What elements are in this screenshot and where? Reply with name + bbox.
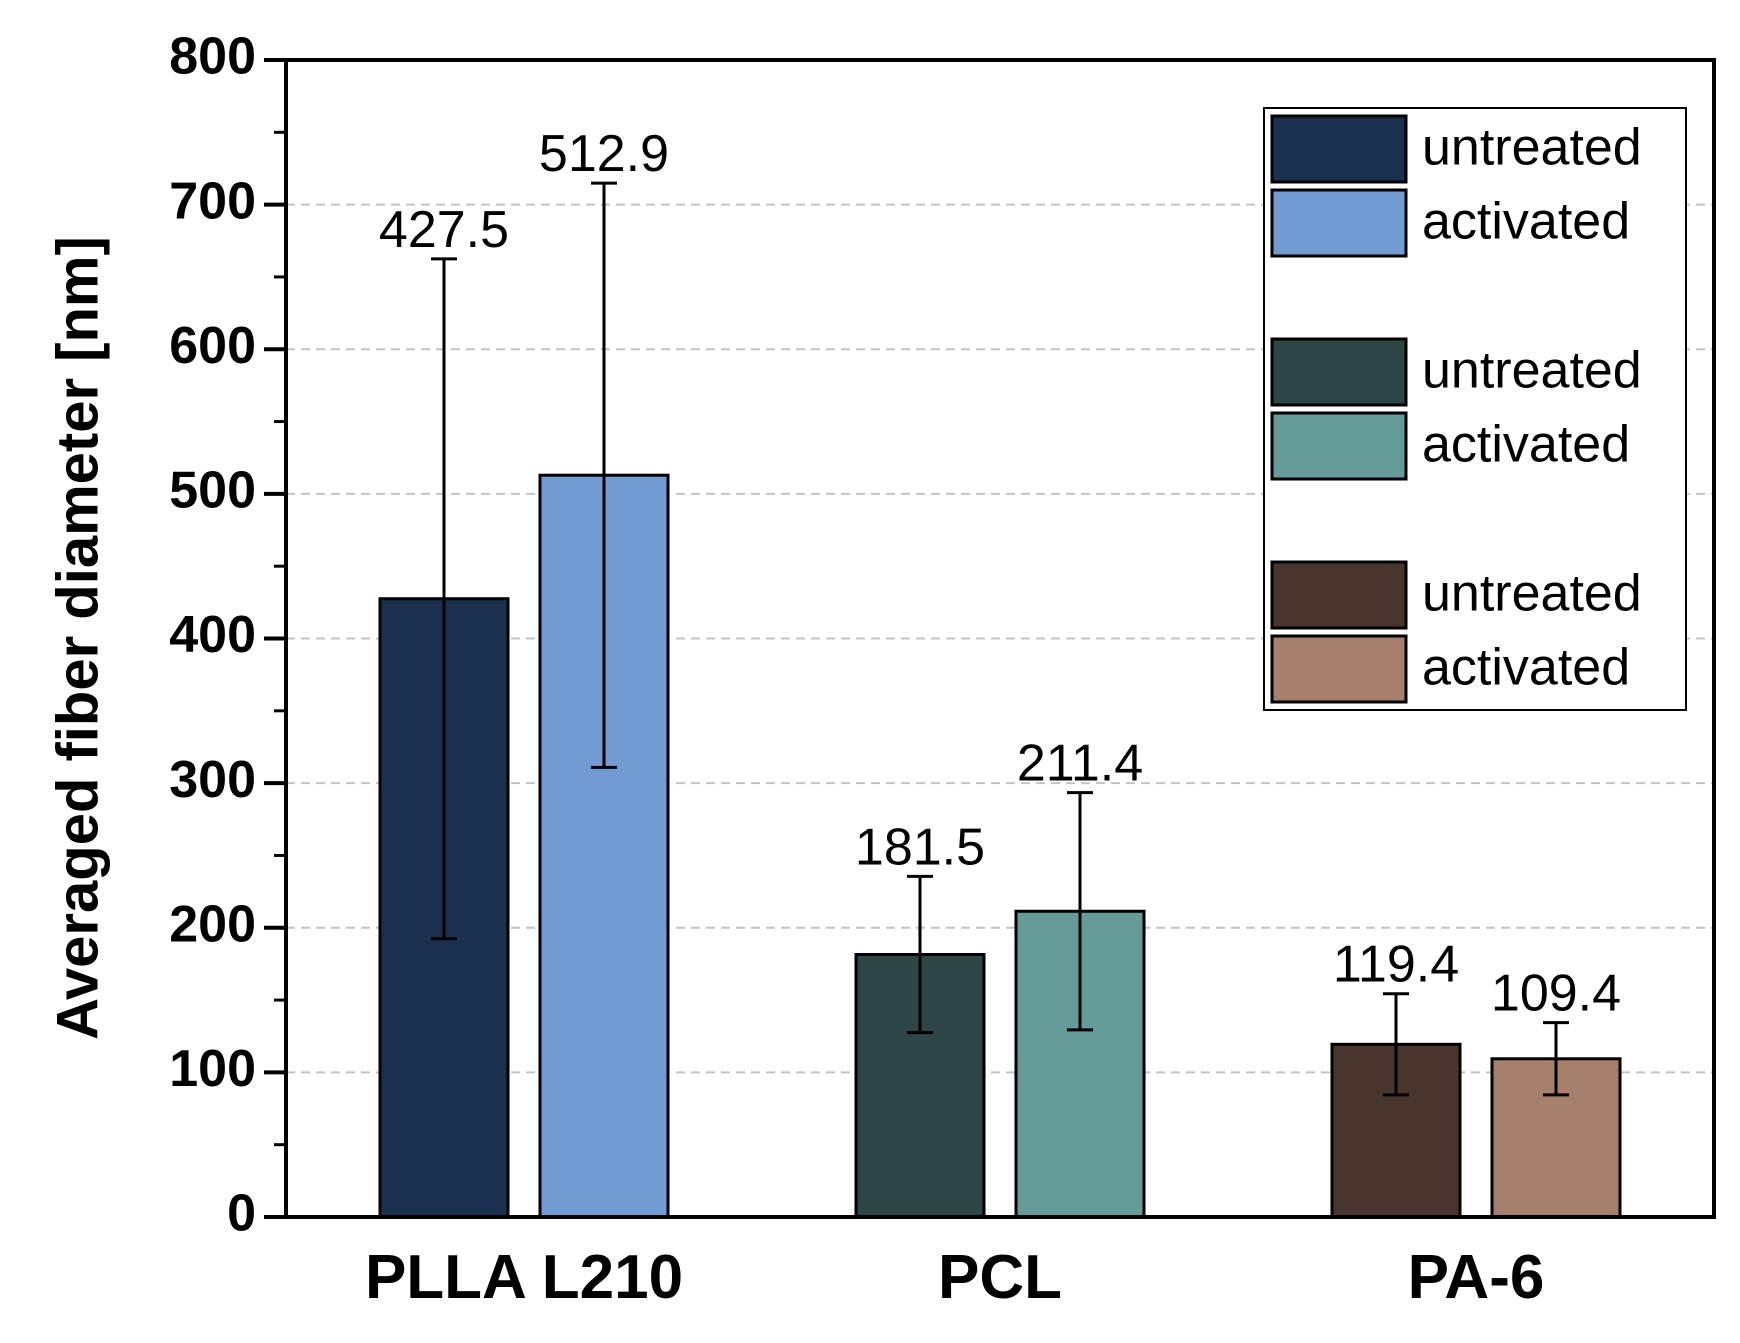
legend-label-3: activated [1422,416,1630,474]
data-label-1-1: 211.4 [1017,735,1143,793]
legend-label-2: untreated [1422,342,1642,400]
y-axis-ticks: 0 100 200 300 400 500 600 700 800 [169,28,286,1243]
error-bars [431,181,1569,1097]
legend-swatch-3 [1270,411,1408,481]
legend-swatch-4 [1270,560,1408,630]
data-label-2-1: 109.4 [1491,965,1621,1023]
data-label-2-0: 119.4 [1333,936,1459,994]
legend-label-4: untreated [1422,565,1642,623]
legend-swatch-2 [1270,337,1408,407]
legend-swatch-0 [1270,114,1408,184]
y-tick-label-600: 600 [169,317,256,375]
y-tick-label-100: 100 [169,1040,256,1098]
legend-swatch-1 [1270,188,1408,258]
category-label-2: PA-6 [1408,1243,1545,1312]
y-tick-label-700: 700 [169,172,256,230]
y-axis-title: Averaged fiber diameter [nm] [45,236,110,1040]
legend-swatch-5 [1270,634,1408,704]
data-label-1-0: 181.5 [855,818,985,876]
y-tick-label-0: 0 [227,1185,256,1243]
y-tick-label-200: 200 [169,895,256,953]
legend-label-1: activated [1422,193,1630,251]
category-label-1: PCL [938,1243,1062,1312]
legend-label-5: activated [1422,639,1630,697]
y-tick-label-300: 300 [169,751,256,809]
x-axis-category-labels: PLLA L210 PCL PA-6 [365,1243,1544,1312]
y-tick-label-400: 400 [169,606,256,664]
legend: untreated activated untreated activated untr… [1263,107,1687,711]
y-tick-label-500: 500 [169,462,256,520]
legend-label-0: untreated [1422,119,1642,177]
y-tick-label-800: 800 [169,28,256,86]
data-labels: 427.5 512.9 181.5 211.4 119.4 109.4 [379,125,1621,1023]
data-label-0-0: 427.5 [379,201,509,259]
category-label-0: PLLA L210 [365,1243,683,1312]
data-label-0-1: 512.9 [539,125,669,183]
